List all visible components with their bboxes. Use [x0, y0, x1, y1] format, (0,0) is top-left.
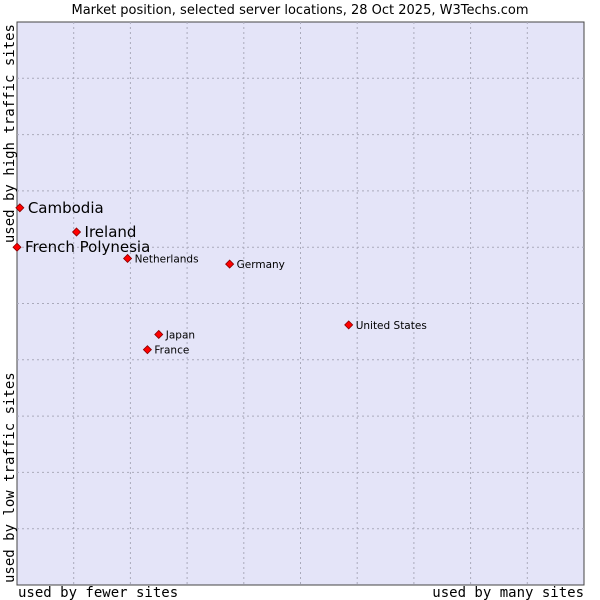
marker-japan	[154, 329, 164, 340]
point-germany: Germany	[225, 259, 285, 271]
marker-french-polynesia	[12, 242, 22, 252]
label-germany: Germany	[237, 259, 285, 271]
point-french-polynesia: French Polynesia	[12, 238, 150, 256]
label-ireland: Ireland	[85, 223, 137, 241]
marker-united-states	[344, 320, 354, 330]
x-axis-label-right: used by many sites	[432, 585, 584, 600]
label-united-states: United States	[356, 320, 427, 332]
marker-ireland	[71, 227, 82, 237]
point-ireland: Ireland	[71, 223, 137, 241]
point-united-states: United States	[344, 320, 427, 332]
marker-cambodia	[15, 203, 25, 213]
point-netherlands: Netherlands	[122, 253, 199, 265]
point-france: France	[142, 345, 189, 357]
chart-title: Market position, selected server locatio…	[71, 3, 528, 18]
point-cambodia: Cambodia	[15, 199, 104, 217]
label-japan: Japan	[165, 329, 195, 341]
grid-lines	[17, 22, 584, 585]
label-france: France	[154, 345, 189, 357]
x-axis-label-left: used by fewer sites	[18, 585, 178, 600]
marker-france	[142, 345, 152, 355]
label-french-polynesia: French Polynesia	[25, 238, 150, 256]
label-cambodia: Cambodia	[28, 199, 104, 217]
marker-netherlands	[122, 253, 133, 264]
label-netherlands: Netherlands	[135, 253, 199, 265]
y-axis-label-top: used by high traffic sites	[2, 24, 18, 243]
y-axis-label-bottom: used by low traffic sites	[2, 372, 18, 583]
marker-germany	[225, 259, 235, 269]
point-japan: Japan	[154, 329, 195, 341]
